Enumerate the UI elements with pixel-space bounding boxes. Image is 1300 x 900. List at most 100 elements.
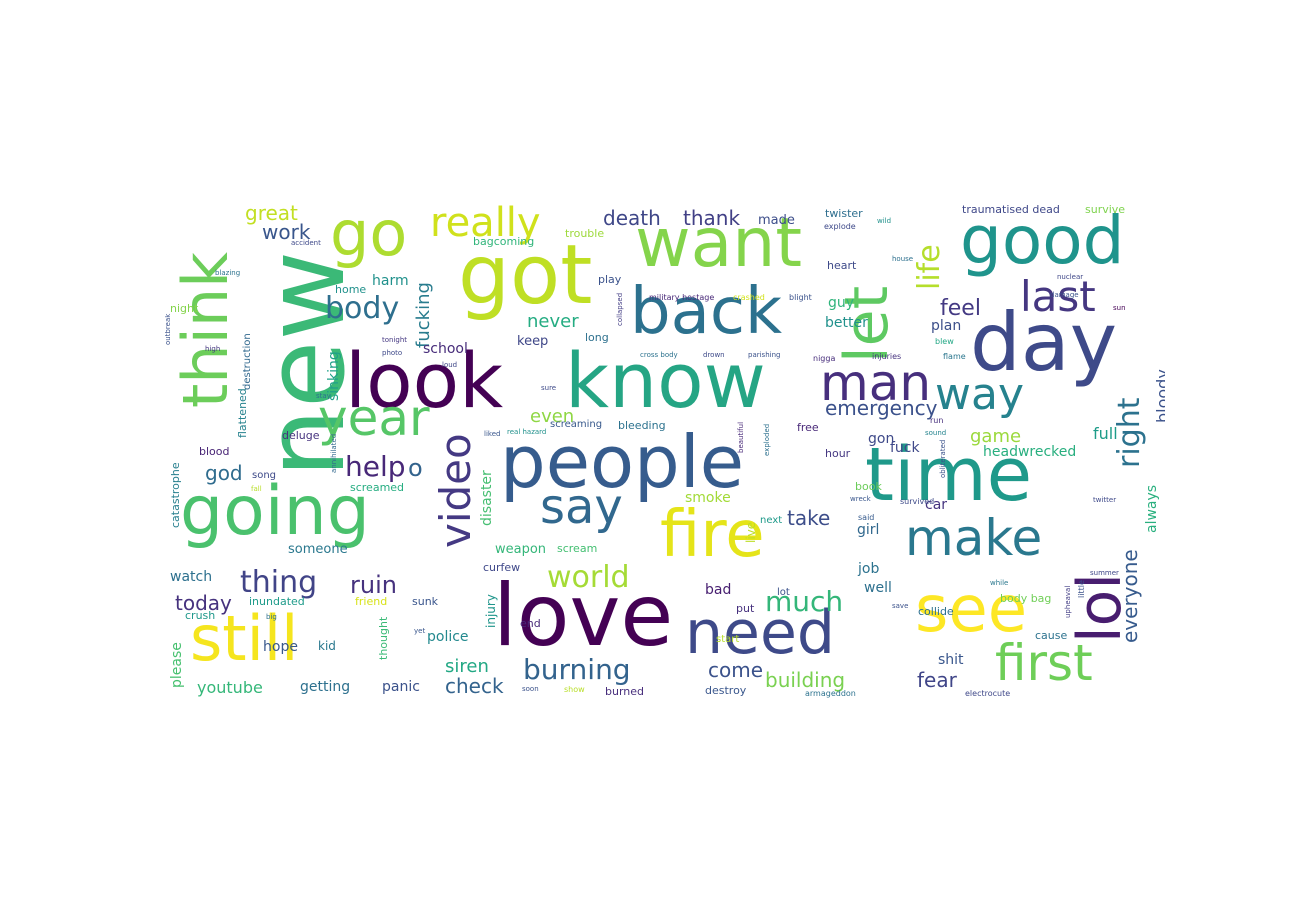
cloud-word: bagcoming	[473, 235, 535, 248]
cloud-word: feel	[940, 296, 981, 321]
cloud-word: bad	[705, 582, 732, 598]
cloud-word: save	[892, 602, 909, 610]
cloud-word: armageddon	[805, 689, 856, 698]
cloud-word: blood	[199, 445, 230, 458]
cloud-word: car	[925, 497, 948, 513]
cloud-word: take	[787, 506, 831, 530]
cloud-word: thank	[683, 206, 741, 230]
cloud-word: traumatised dead	[962, 203, 1060, 216]
cloud-word: better	[825, 315, 868, 331]
cloud-word: keep	[517, 334, 549, 349]
cloud-word: make	[905, 509, 1043, 567]
cloud-word: look	[345, 336, 504, 425]
cloud-word: song	[252, 470, 277, 481]
cloud-word: screaming	[550, 419, 603, 430]
cloud-word: friend	[355, 595, 388, 608]
cloud-word: wreck	[850, 495, 871, 503]
cloud-word: body	[325, 291, 400, 326]
cloud-word: year	[318, 389, 430, 447]
cloud-word: crashed	[733, 293, 765, 302]
cloud-word: book	[855, 480, 882, 493]
cloud-word: school	[423, 341, 468, 357]
cloud-word: come	[708, 658, 764, 682]
cloud-word: collapsed	[616, 292, 624, 326]
cloud-word: flame	[943, 352, 966, 361]
cloud-word: heart	[827, 259, 857, 272]
cloud-word: first	[995, 634, 1093, 692]
cloud-word: man	[820, 354, 932, 412]
cloud-word: injuries	[872, 352, 902, 361]
cloud-word: body bag	[1000, 592, 1052, 605]
cloud-word: nigga	[813, 354, 836, 363]
cloud-word: yet	[414, 627, 426, 635]
cloud-word: summer	[1090, 569, 1119, 577]
cloud-word: disaster	[479, 470, 495, 526]
cloud-word: building	[765, 668, 846, 692]
cloud-word: sure	[541, 384, 557, 392]
cloud-word: little	[1077, 580, 1086, 598]
cloud-word: never	[527, 311, 579, 332]
cloud-word: big	[266, 613, 277, 621]
cloud-word: flattened	[236, 388, 249, 438]
cloud-word: right	[1112, 397, 1147, 469]
cloud-word: say	[540, 479, 623, 535]
cloud-word: back	[630, 275, 783, 349]
cloud-word: twister	[825, 207, 863, 220]
cloud-word: bleeding	[618, 419, 666, 432]
word-cloud: new people love know time got look day going want…	[165, 198, 1165, 703]
cloud-word: free	[797, 421, 819, 434]
cloud-word: run	[930, 416, 944, 425]
cloud-word: know	[565, 336, 766, 425]
cloud-word: blew	[935, 337, 954, 346]
cloud-word: burned	[605, 685, 645, 698]
cloud-word: panic	[382, 679, 420, 695]
cloud-word: play	[598, 273, 622, 286]
cloud-word: blazing	[215, 269, 241, 277]
cloud-word: cause	[1035, 629, 1068, 642]
cloud-word: weapon	[495, 542, 547, 557]
cloud-word: people	[500, 420, 745, 504]
cloud-word: start	[716, 634, 740, 645]
cloud-word: o	[408, 454, 423, 482]
cloud-word: work	[262, 220, 311, 244]
cloud-word: parishing	[748, 351, 781, 359]
cloud-word: guy	[828, 295, 855, 311]
cloud-word: burning	[523, 653, 631, 686]
cloud-word: catastrophe	[169, 462, 182, 528]
cloud-word: hope	[263, 639, 298, 655]
cloud-word: full	[1093, 424, 1118, 443]
cloud-word: girl	[857, 522, 880, 538]
cloud-word: loud	[442, 361, 458, 369]
cloud-word: headwrecked	[983, 444, 1077, 460]
cloud-word: tonight	[382, 336, 408, 344]
cloud-word: inundated	[249, 595, 305, 608]
cloud-word: well	[864, 580, 892, 596]
cloud-word: accident	[291, 239, 321, 247]
cloud-word: end	[520, 617, 541, 630]
cloud-word: got	[458, 228, 593, 323]
cloud-word: twitter	[1093, 496, 1117, 504]
cloud-word: plan	[931, 318, 962, 334]
cloud-word: annihilated	[330, 433, 338, 473]
cloud-word: explode	[824, 222, 856, 231]
cloud-word: siren	[445, 656, 489, 677]
cloud-word: please	[169, 642, 185, 688]
cloud-word: still	[190, 602, 299, 675]
cloud-word: crush	[185, 609, 216, 622]
cloud-word: going	[180, 472, 370, 551]
cloud-word: fall	[251, 485, 262, 493]
cloud-word: fire	[660, 498, 765, 572]
cloud-word: photo	[382, 349, 403, 357]
cloud-word: gon	[868, 431, 895, 447]
cloud-word: watch	[170, 569, 213, 585]
cloud-word: blight	[789, 293, 812, 302]
cloud-word: destruction	[242, 333, 253, 390]
cloud-word: death	[603, 206, 661, 230]
cloud-word: high	[205, 345, 221, 353]
cloud-word: soon	[522, 685, 539, 693]
cloud-word: real hazard	[507, 428, 547, 436]
cloud-word: deluge	[282, 429, 320, 442]
cloud-word: collide	[918, 605, 954, 618]
cloud-word: someone	[288, 542, 348, 557]
cloud-word: good	[960, 202, 1125, 279]
